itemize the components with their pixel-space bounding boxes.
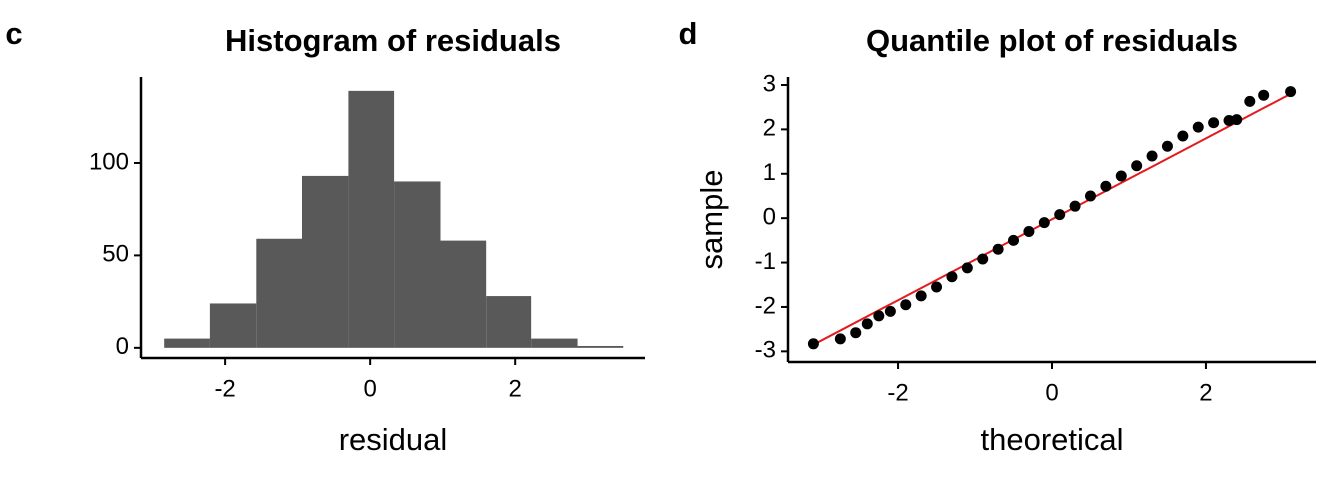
qq-point xyxy=(1231,114,1243,126)
qq-point xyxy=(850,327,862,339)
y-tick-label: 100 xyxy=(89,148,129,175)
y-tick-label: 2 xyxy=(763,115,776,142)
y-tick-label: -3 xyxy=(755,337,776,364)
reference-line xyxy=(812,92,1292,346)
x-tick-label: -2 xyxy=(214,375,235,402)
histogram-bar xyxy=(486,296,532,348)
qq-point xyxy=(1084,190,1096,202)
qq-point xyxy=(861,318,873,330)
histogram-bar xyxy=(256,238,302,348)
chart-title: Quantile plot of residuals xyxy=(866,23,1238,58)
x-tick-label: 0 xyxy=(363,375,376,402)
histogram-bar xyxy=(164,338,210,348)
qq-point xyxy=(1177,130,1189,142)
qq-point xyxy=(900,299,912,311)
qq-point xyxy=(1054,209,1066,221)
histogram-bar xyxy=(577,345,624,348)
qq-point xyxy=(1244,95,1256,107)
qq-point xyxy=(1008,234,1020,246)
qq-point xyxy=(1285,86,1297,98)
qq-point xyxy=(1258,89,1270,101)
y-tick-label: 50 xyxy=(102,241,129,268)
histogram-bar xyxy=(348,90,395,348)
y-tick-label: -1 xyxy=(755,248,776,275)
qq-point xyxy=(807,338,819,350)
qq-point xyxy=(1100,180,1112,192)
qq-point xyxy=(1208,117,1220,129)
qq-point xyxy=(961,262,973,274)
qq-point xyxy=(1038,217,1050,229)
qq-point xyxy=(946,271,958,283)
qq-point xyxy=(992,243,1004,255)
histogram-bar xyxy=(531,338,578,348)
y-tick-label: 0 xyxy=(116,333,129,360)
qq-point xyxy=(1146,150,1158,162)
y-axis-label: sample xyxy=(694,170,729,270)
qq-point xyxy=(931,281,943,293)
qq-point xyxy=(1023,225,1035,237)
panel-label: d xyxy=(679,16,698,51)
qq-point xyxy=(1192,121,1204,133)
histogram-bar xyxy=(301,175,349,348)
x-tick-label: 0 xyxy=(1045,379,1058,406)
y-tick-label: 1 xyxy=(763,159,776,186)
histogram-bar xyxy=(394,181,441,348)
histogram-bar xyxy=(440,240,487,348)
qq-point xyxy=(834,333,846,345)
y-tick-label: 0 xyxy=(763,204,776,231)
x-tick-label: 2 xyxy=(1199,379,1212,406)
chart-title: Histogram of residuals xyxy=(225,23,561,58)
y-tick-label: 3 xyxy=(763,70,776,97)
y-tick-label: -2 xyxy=(755,292,776,319)
qq-point xyxy=(884,305,896,317)
x-tick-label: 2 xyxy=(509,375,522,402)
qq-point xyxy=(915,290,927,302)
x-axis-label: theoretical xyxy=(980,422,1123,457)
qq-point xyxy=(1069,200,1081,212)
qq-point xyxy=(1115,170,1127,182)
x-tick-label: -2 xyxy=(887,379,908,406)
qq-point xyxy=(1161,140,1173,152)
qq-point xyxy=(1131,160,1143,172)
qq-point xyxy=(977,253,989,265)
qq-point xyxy=(873,310,885,322)
histogram-bar xyxy=(209,303,257,348)
x-axis-label: residual xyxy=(339,422,448,457)
panel-label: c xyxy=(5,16,22,51)
